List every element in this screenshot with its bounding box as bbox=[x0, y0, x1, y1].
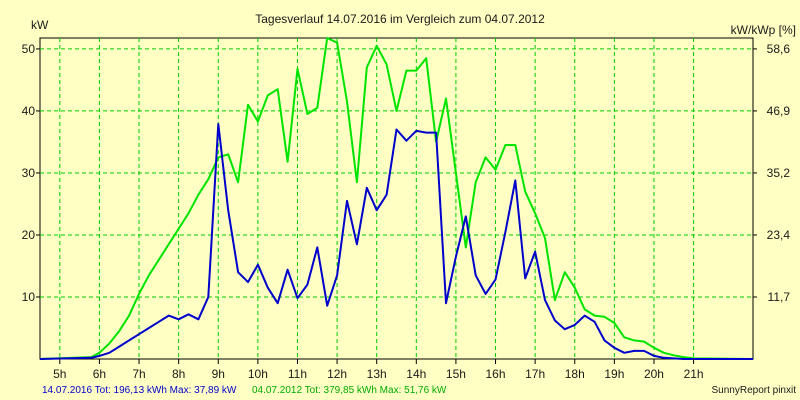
series-line-14.07.2016 bbox=[39, 123, 753, 360]
x-tick-label: 6h bbox=[93, 367, 106, 381]
y-left-tick-label: 40 bbox=[22, 104, 36, 118]
x-tick-label: 19h bbox=[604, 367, 624, 381]
y-axis-right-ticks: 11,7 23,4 35,2 46,9 58,6 bbox=[753, 42, 790, 304]
x-tick-label: 7h bbox=[132, 367, 145, 381]
y-right-tick-label: 11,7 bbox=[768, 290, 791, 304]
y-right-tick-label: 58,6 bbox=[767, 42, 791, 56]
grid-lines bbox=[40, 38, 753, 359]
x-tick-label: 15h bbox=[446, 367, 466, 381]
series-group bbox=[39, 37, 754, 360]
y-right-tick-label: 35,2 bbox=[767, 166, 791, 180]
x-tick-label: 10h bbox=[248, 367, 268, 381]
x-tick-label: 14h bbox=[406, 367, 426, 381]
footer-credit: SunnyReport pinxit bbox=[712, 385, 797, 396]
y-right-tick-label: 23,4 bbox=[767, 228, 791, 242]
x-tick-label: 11h bbox=[288, 367, 307, 381]
plot-frame bbox=[39, 37, 754, 360]
x-tick-label: 13h bbox=[367, 367, 387, 381]
y-left-tick-label: 50 bbox=[22, 42, 36, 56]
y-left-tick-label: 20 bbox=[22, 228, 36, 242]
x-tick-label: 8h bbox=[172, 367, 185, 381]
footer-series2: 04.07.2012 Tot: 379,85 kWh Max: 51,76 kW bbox=[252, 385, 447, 396]
x-tick-label: 18h bbox=[565, 367, 585, 381]
y-axis-left-ticks: 10 20 30 40 50 bbox=[22, 42, 40, 304]
series-line-04.07.2012 bbox=[39, 37, 754, 360]
y-right-tick-label: 46,9 bbox=[767, 104, 791, 118]
y-left-tick-label: 10 bbox=[22, 290, 36, 304]
x-tick-label: 20h bbox=[644, 367, 664, 381]
x-tick-label: 9h bbox=[212, 367, 225, 381]
y-axis-left-unit: kW bbox=[31, 18, 49, 32]
chart-title: Tagesverlauf 14.07.2016 im Vergleich zum… bbox=[255, 12, 545, 26]
x-tick-label: 17h bbox=[525, 367, 545, 381]
y-axis-right-unit: kW/kWp [%] bbox=[731, 23, 796, 37]
x-tick-label: 12h bbox=[327, 367, 347, 381]
footer-series1: 14.07.2016 Tot: 196,13 kWh Max: 37,89 kW bbox=[42, 385, 237, 396]
x-tick-label: 21h bbox=[684, 367, 704, 381]
x-tick-label: 5h bbox=[53, 367, 66, 381]
y-left-tick-label: 30 bbox=[22, 166, 36, 180]
x-tick-label: 16h bbox=[486, 367, 506, 381]
x-axis-ticks: 5h 6h 7h 8h 9h 10h 11h 12h 13h 14h 15h 16h 17h 18h 19h… bbox=[53, 359, 704, 381]
